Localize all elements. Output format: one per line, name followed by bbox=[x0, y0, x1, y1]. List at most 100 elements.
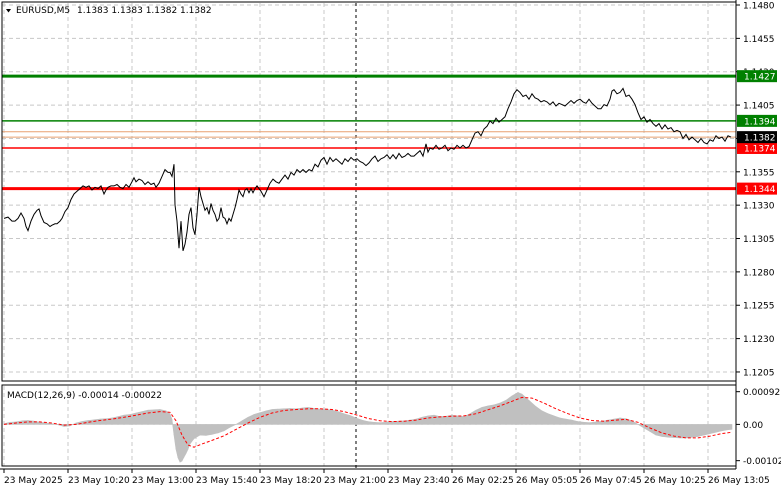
histogram-bar bbox=[457, 415, 465, 425]
chart-header: EURUSD,M5 1.1383 1.1383 1.1382 1.1382 bbox=[6, 6, 212, 16]
level-labels: 1.1427 1.1394 1.1374 1.1344 1.1382 bbox=[737, 70, 777, 195]
histogram-bar bbox=[421, 415, 429, 425]
histogram-bar bbox=[595, 420, 603, 425]
histogram-bar bbox=[141, 409, 149, 425]
histogram-bar bbox=[319, 408, 327, 425]
histogram-bar bbox=[117, 414, 125, 425]
time-tick-label: 23 May 15:40 bbox=[196, 476, 258, 486]
histogram-bar bbox=[553, 415, 561, 425]
time-tick-label: 23 May 10:20 bbox=[68, 476, 130, 486]
dropdown-triangle-icon[interactable] bbox=[6, 9, 11, 13]
histogram-bar bbox=[709, 424, 717, 435]
histogram-bar bbox=[469, 409, 477, 425]
histogram-bar bbox=[691, 424, 699, 438]
main-pane-border bbox=[1, 1, 737, 382]
histogram-bar bbox=[685, 424, 693, 439]
chart-frame bbox=[0, 0, 737, 470]
histogram-bar bbox=[505, 395, 513, 425]
histogram-bar bbox=[361, 419, 369, 425]
histogram-bar bbox=[211, 424, 219, 435]
histogram-bar bbox=[697, 424, 705, 437]
histogram-bar bbox=[205, 424, 213, 436]
level-label-bg bbox=[737, 182, 777, 195]
level-label-bg bbox=[737, 70, 777, 83]
level-label: 1.1427 bbox=[744, 73, 776, 83]
price-series bbox=[3, 87, 732, 252]
level-label-bg bbox=[737, 141, 777, 154]
histogram-bar bbox=[373, 421, 381, 425]
histogram-bar bbox=[379, 421, 387, 425]
macd-histogram bbox=[3, 391, 733, 463]
histogram-bar bbox=[27, 420, 35, 425]
price-tick-label: 1.1405 bbox=[743, 102, 775, 112]
price-tick-label: 1.1230 bbox=[743, 335, 775, 345]
histogram-bar bbox=[135, 411, 143, 425]
histogram-bar bbox=[703, 424, 711, 436]
histogram-bar bbox=[565, 418, 573, 425]
histogram-bar bbox=[427, 414, 435, 425]
histogram-bar bbox=[355, 417, 363, 425]
histogram-bar bbox=[259, 410, 267, 425]
histogram-bar bbox=[271, 408, 279, 425]
histogram-bar bbox=[265, 409, 273, 425]
signal-line bbox=[3, 396, 733, 448]
histogram-bar bbox=[535, 406, 543, 425]
macd-tick-label: -0.00102 bbox=[743, 457, 781, 467]
time-tick-label: 26 May 07:45 bbox=[580, 476, 642, 486]
histogram-bar bbox=[199, 424, 207, 436]
histogram-bar bbox=[241, 416, 249, 425]
level-label: 1.1344 bbox=[744, 185, 776, 195]
histogram-bar bbox=[613, 417, 621, 425]
histogram-bar bbox=[337, 411, 345, 425]
time-tick-label: 23 May 13:00 bbox=[132, 476, 194, 486]
macd-tick-label: 0.00092 bbox=[743, 388, 780, 398]
histogram-bar bbox=[283, 408, 291, 425]
histogram-bar bbox=[525, 397, 531, 425]
macd-signal bbox=[3, 396, 733, 448]
histogram-bar bbox=[583, 421, 591, 425]
histogram-bar bbox=[193, 424, 201, 440]
macd-title: MACD(12,26,9) -0.00014 -0.00022 bbox=[7, 391, 162, 401]
current-price-bg bbox=[737, 131, 777, 144]
macd-axis: 0.00092 0.00 -0.00102 bbox=[736, 388, 781, 467]
time-tick-label: 23 May 23:40 bbox=[388, 476, 450, 486]
histogram-bar bbox=[529, 400, 537, 425]
histogram-bar bbox=[307, 406, 315, 425]
histogram-bar bbox=[415, 416, 423, 425]
histogram-bar bbox=[295, 407, 303, 425]
histogram-bar bbox=[111, 416, 119, 425]
histogram-bar bbox=[289, 408, 297, 425]
time-tick-label: 23 May 21:00 bbox=[324, 476, 386, 486]
histogram-bar bbox=[577, 421, 585, 425]
histogram-bar bbox=[165, 410, 171, 425]
time-tick-label: 26 May 02:25 bbox=[452, 476, 514, 486]
price-tick-label: 1.1205 bbox=[743, 368, 775, 378]
current-price-label: 1.1382 bbox=[744, 134, 776, 144]
histogram-bar bbox=[223, 424, 231, 432]
price-tick-label: 1.1255 bbox=[743, 302, 775, 312]
histogram-bar bbox=[349, 415, 357, 425]
price-tick-label: 1.1305 bbox=[743, 235, 775, 245]
histogram-bar bbox=[129, 412, 137, 425]
time-tick-label: 23 May 18:20 bbox=[260, 476, 322, 486]
histogram-bar bbox=[367, 421, 375, 425]
histogram-bar bbox=[547, 413, 555, 425]
ohlc-values: 1.1383 1.1383 1.1382 1.1382 bbox=[77, 6, 212, 16]
histogram-bar bbox=[721, 424, 729, 432]
histogram-bar bbox=[636, 424, 645, 429]
histogram-bar bbox=[541, 410, 549, 425]
histogram-bar bbox=[343, 413, 351, 425]
histogram-bar bbox=[325, 408, 333, 425]
histogram-bar bbox=[643, 424, 651, 433]
time-tick-label: 23 May 2025 bbox=[4, 476, 63, 486]
histogram-bar bbox=[511, 391, 519, 425]
price-line bbox=[3, 87, 732, 252]
level-label-bg bbox=[737, 114, 777, 127]
level-label: 1.1394 bbox=[744, 117, 776, 127]
price-levels bbox=[2, 74, 736, 191]
price-tick-label: 1.1280 bbox=[743, 268, 775, 278]
time-tick-label: 26 May 13:05 bbox=[708, 476, 770, 486]
histogram-bar bbox=[234, 420, 243, 425]
histogram-bar bbox=[439, 415, 447, 425]
